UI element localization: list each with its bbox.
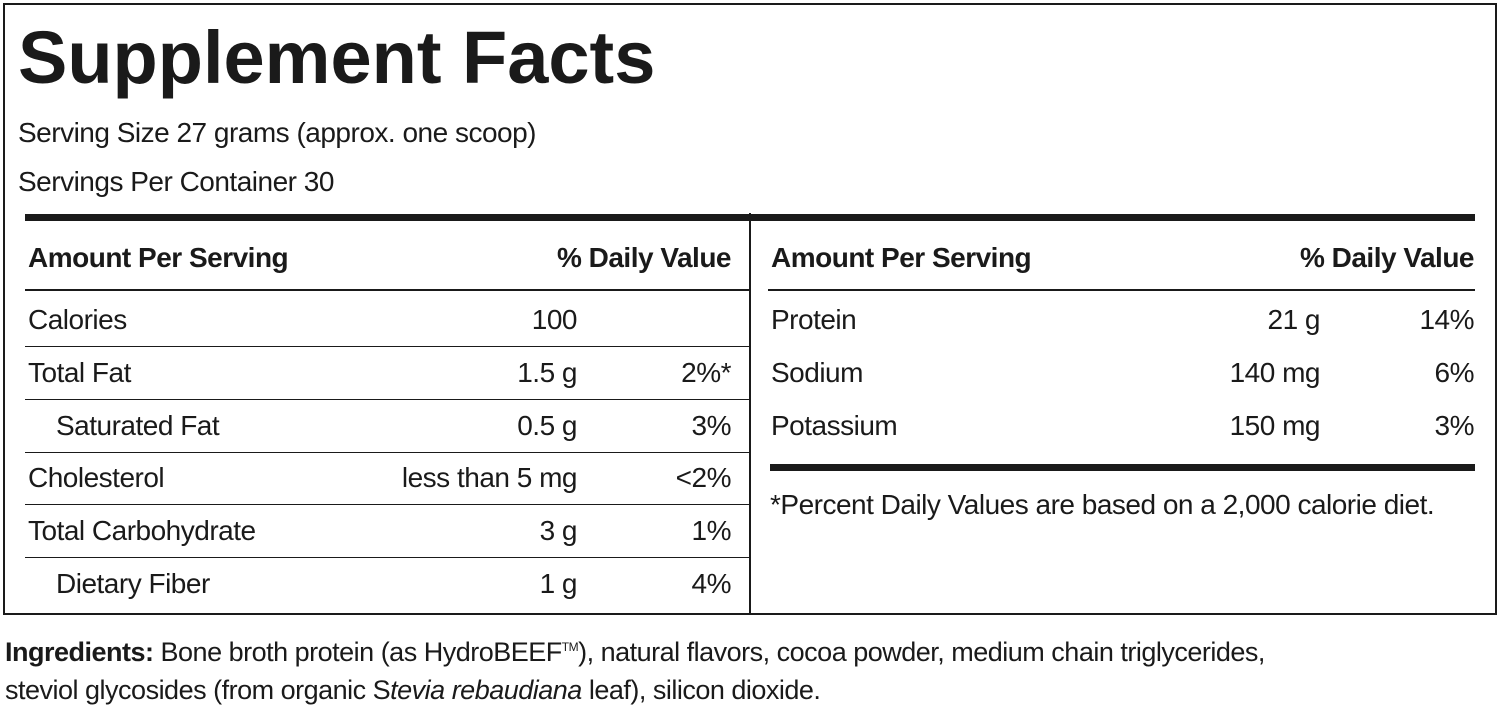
nutrient-amount: 1 g bbox=[539, 568, 578, 599]
nutrient-amount: 0.5 g bbox=[517, 409, 577, 441]
nutrient-amount: 21 g bbox=[1267, 304, 1321, 335]
ingredients-label: Ingredients: bbox=[5, 637, 154, 667]
ingredients-text: leaf), silicon dioxide. bbox=[581, 675, 821, 705]
nutrient-name: Saturated Fat bbox=[56, 409, 220, 441]
row-rule bbox=[25, 451, 750, 453]
nutrient-name: Total Fat bbox=[28, 356, 131, 388]
nutrient-name: Cholesterol bbox=[28, 462, 165, 494]
daily-value: 1% bbox=[691, 515, 732, 547]
daily-value: 6% bbox=[1434, 356, 1475, 388]
nutrient-name: Dietary Fiber bbox=[56, 568, 210, 599]
footnote: *Percent Daily Values are based on a 2,0… bbox=[770, 489, 1435, 520]
column-header: % Daily Value bbox=[556, 242, 732, 273]
nutrient-name: Protein bbox=[771, 304, 857, 335]
trademark: TM bbox=[561, 640, 579, 654]
serving-size: Serving Size 27 grams (approx. one scoop… bbox=[18, 117, 537, 148]
ingredients-text: ), natural flavors, cocoa powder, medium… bbox=[578, 637, 1265, 667]
column-header: % Daily Value bbox=[1299, 242, 1475, 273]
header-rule bbox=[768, 289, 1475, 291]
ingredients-text: steviol glycosides (from organic S bbox=[5, 675, 391, 705]
servings-per-container: Servings Per Container 30 bbox=[18, 166, 334, 197]
nutrient-amount: 100 bbox=[531, 304, 578, 335]
nutrient-amount: 1.5 g bbox=[517, 356, 577, 388]
row-rule bbox=[25, 346, 750, 347]
row-rule bbox=[25, 504, 750, 506]
nutrient-amount: 140 mg bbox=[1229, 356, 1321, 388]
header-rule bbox=[25, 289, 750, 291]
ingredients-text: Bone broth protein (as HydroBEEF bbox=[160, 637, 563, 667]
column-divider bbox=[749, 213, 751, 613]
nutrient-name: Sodium bbox=[771, 356, 863, 388]
title: Supplement Facts bbox=[18, 16, 656, 99]
daily-value: 3% bbox=[691, 409, 732, 441]
row-rule bbox=[25, 398, 750, 400]
nutrient-amount: less than 5 mg bbox=[401, 462, 578, 494]
row-rule bbox=[25, 557, 750, 559]
thick-rule bbox=[770, 464, 1475, 471]
nutrient-name: Calories bbox=[28, 304, 127, 335]
nutrient-amount: 3 g bbox=[539, 515, 578, 547]
daily-value: 14% bbox=[1419, 304, 1474, 335]
nutrient-name: Total Carbohydrate bbox=[28, 515, 256, 547]
ingredients: Ingredients: Bone broth protein (as Hydr… bbox=[5, 628, 1265, 709]
column-header: Amount Per Serving bbox=[771, 242, 1032, 273]
nutrient-amount: 150 mg bbox=[1229, 409, 1321, 441]
ingredients-italic: tevia rebaudiana bbox=[390, 675, 582, 705]
daily-value: 2%* bbox=[681, 356, 731, 388]
daily-value: <2% bbox=[675, 462, 732, 494]
column-header: Amount Per Serving bbox=[28, 242, 289, 273]
facts-box bbox=[3, 3, 1497, 615]
daily-value: 4% bbox=[691, 568, 732, 599]
nutrient-name: Potassium bbox=[771, 409, 898, 441]
daily-value: 3% bbox=[1434, 409, 1475, 441]
